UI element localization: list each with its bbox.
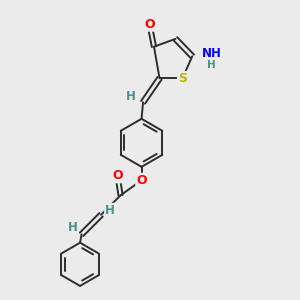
Text: H: H	[207, 60, 216, 70]
Text: S: S	[178, 72, 187, 85]
Text: H: H	[68, 221, 77, 234]
Text: NH: NH	[202, 47, 222, 60]
Text: O: O	[136, 174, 147, 187]
Text: H: H	[105, 204, 115, 217]
Text: O: O	[144, 18, 155, 31]
Text: O: O	[112, 169, 123, 182]
Text: H: H	[126, 90, 136, 103]
